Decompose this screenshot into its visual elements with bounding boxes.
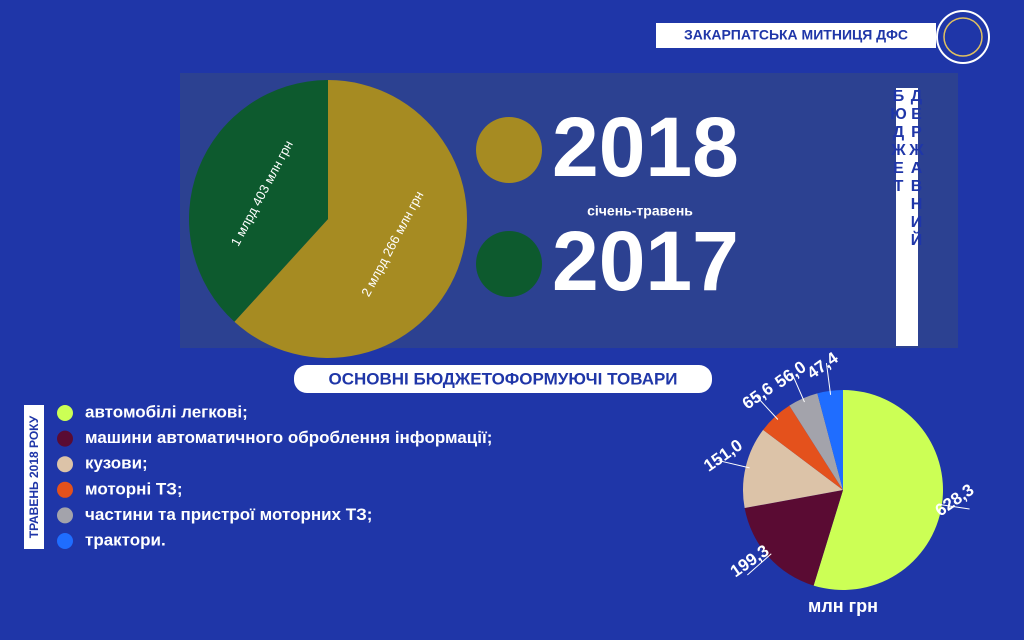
legend-dot — [57, 533, 73, 549]
legend-dot — [476, 117, 542, 183]
legend-dot — [57, 456, 73, 473]
pie-slice — [813, 390, 943, 591]
pie-slice — [234, 80, 467, 359]
leader-line — [937, 503, 970, 510]
pie-slice — [744, 490, 843, 586]
side-label-bar — [24, 405, 44, 549]
side-label: ТРАВЕНЬ 2018 РОКУ — [27, 415, 41, 538]
unit-label: млн грн — [808, 596, 878, 616]
leader-line — [791, 372, 805, 403]
title-pill — [294, 365, 712, 393]
leader-line — [747, 553, 772, 576]
pie-slice — [789, 393, 843, 490]
pie-slice — [817, 390, 843, 490]
leader-line — [825, 363, 832, 395]
emblem-ring — [943, 17, 983, 57]
legend-dot — [57, 405, 73, 421]
pie-slice — [763, 405, 843, 490]
emblem — [936, 10, 990, 64]
header-title: ЗАКАРПАТСЬКА МИТНИЦЯ ДФС — [684, 27, 908, 43]
legend-label: трактори. — [85, 530, 166, 549]
slice-value: 65,6 — [739, 379, 777, 414]
legend-dot — [57, 481, 73, 498]
legend-dot — [57, 430, 73, 447]
legend-year: 2017 — [552, 214, 739, 308]
side-title: ДЕРЖАВНИЙ БЮДЖЕТ — [890, 88, 925, 346]
pie1-subtitle: січень-травень — [587, 203, 693, 219]
legend-dot — [476, 231, 542, 297]
slice-value: 199,3 — [727, 541, 773, 581]
pie-slice — [743, 429, 843, 509]
pie-slice — [188, 80, 328, 322]
legend-label: автомобілі легкові; — [85, 402, 248, 421]
legend-label: кузови; — [85, 454, 148, 473]
pie2-title: ОСНОВНІ БЮДЖЕТОФОРМУЮЧІ ТОВАРИ — [328, 369, 677, 388]
leader-line — [755, 395, 779, 420]
header-bar — [656, 23, 936, 48]
slice-value: 56,0 — [771, 357, 809, 392]
legend-dot — [57, 507, 73, 524]
legend-year: 2018 — [552, 100, 739, 194]
legend-label: машини автоматичного оброблення інформац… — [85, 428, 492, 447]
legend-label: моторні ТЗ; — [85, 479, 183, 498]
leader-line — [718, 460, 750, 469]
slice-value: 151,0 — [700, 435, 746, 475]
legend-label: частини та пристрої моторних ТЗ; — [85, 505, 372, 524]
slice-value: 47,4 — [804, 348, 842, 383]
